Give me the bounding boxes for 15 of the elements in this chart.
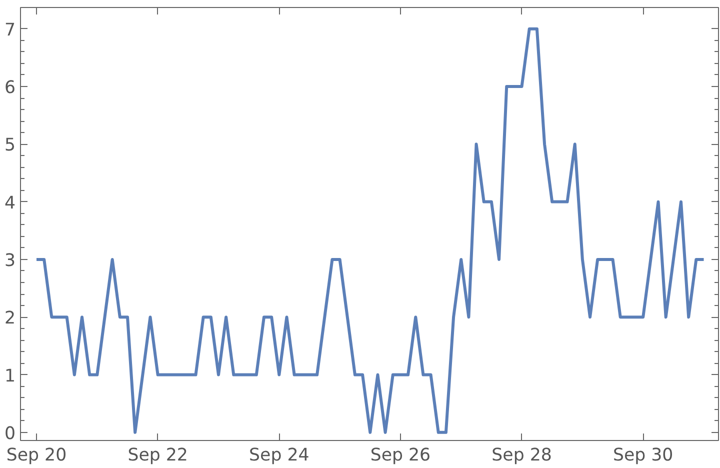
x-tick-label: Sep 30	[612, 446, 674, 466]
y-tick-label: 1	[4, 366, 16, 386]
y-tick-label: 2	[4, 308, 16, 329]
x-tick-label: Sep 24	[249, 446, 310, 466]
y-tick-label: 3	[4, 250, 16, 271]
y-tick-label: 6	[4, 78, 16, 98]
x-tick-label: Sep 28	[492, 446, 552, 466]
x-tick-label: Sep 20	[6, 446, 67, 466]
x-tick-label: Sep 26	[370, 446, 431, 466]
line-series	[35, 27, 706, 434]
x-tick-label: Sep 22	[128, 446, 188, 466]
y-tick-label: 5	[4, 136, 16, 156]
y-tick-label: 4	[4, 193, 16, 214]
y-tick-label: 7	[4, 20, 16, 40]
y-tick-label: 0	[4, 424, 16, 444]
